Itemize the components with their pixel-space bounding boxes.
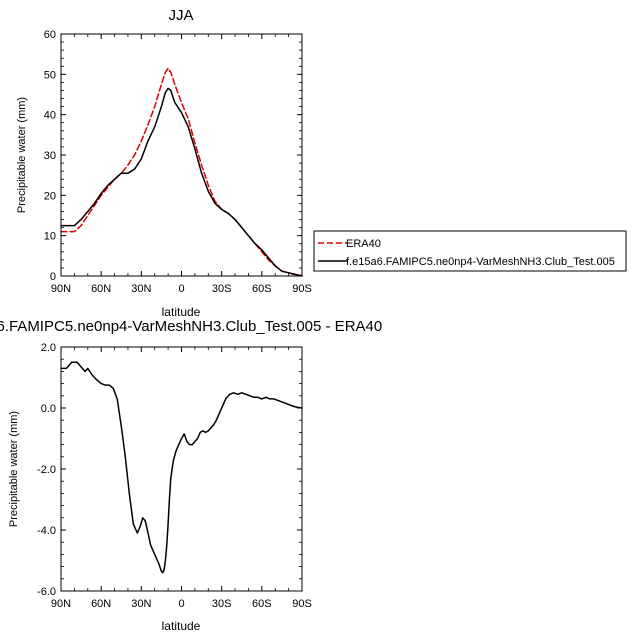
bottom-x-tick-label: 30N (131, 598, 151, 610)
bottom-y-tick-label: -6.0 (37, 586, 56, 598)
top-x-tick-label: 90S (292, 283, 312, 295)
top-x-tick-label: 60N (91, 283, 111, 295)
top-x-axis-label: latitude (162, 305, 201, 319)
bottom-plot-frame (60, 346, 303, 592)
top-plot-frame (60, 33, 303, 277)
top-series-line-0 (60, 67, 303, 277)
bottom-series-lines (60, 361, 303, 574)
top-x-tick-label: 60S (252, 283, 272, 295)
bottom-y-axis-label: Precipitable water (mm) (8, 411, 20, 527)
bottom-chart-panel: 5a6.FAMIPC5.ne0np4-VarMeshNH3.Club_Test.… (0, 318, 382, 633)
bottom-y-tick-label: 2.0 (41, 342, 56, 354)
top-x-tick-label: 30N (131, 283, 151, 295)
legend-label-era40: ERA40 (346, 238, 381, 250)
bottom-x-tick-label: 30S (212, 598, 232, 610)
legend-label-model: f.e15a6.FAMIPC5.ne0np4-VarMeshNH3.Club_T… (346, 256, 615, 268)
top-chart-title: JJA (168, 7, 193, 24)
top-y-tick-label: 40 (44, 110, 56, 122)
top-series-line-1 (60, 87, 303, 277)
bottom-x-tick-label: 60N (91, 598, 111, 610)
top-x-tick-label: 0 (178, 283, 184, 295)
bottom-y-tick-label: 0.0 (41, 403, 56, 415)
legend: ERA40 f.e15a6.FAMIPC5.ne0np4-VarMeshNH3.… (313, 230, 627, 272)
bottom-x-tick-label: 60S (252, 598, 272, 610)
top-chart-panel: JJA Precipitable water (mm) latitude 90N… (16, 7, 312, 319)
top-y-tick-label: 20 (44, 190, 56, 202)
legend-box (313, 230, 627, 272)
bottom-series-line-0 (60, 361, 303, 574)
bottom-y-tick-label: -4.0 (37, 525, 56, 537)
top-y-tick-label: 60 (44, 29, 56, 41)
bottom-y-tick-label: -2.0 (37, 464, 56, 476)
bottom-x-tick-label: 90S (292, 598, 312, 610)
top-y-tick-label: 50 (44, 69, 56, 81)
top-axis-ticks: 90N 60N 30N 0 30S 60S 90S 0 10 20 30 40 50 60 (44, 29, 312, 295)
top-x-tick-label: 90N (51, 283, 71, 295)
bottom-x-tick-label: 0 (178, 598, 184, 610)
bottom-chart-title: 5a6.FAMIPC5.ne0np4-VarMeshNH3.Club_Test.… (0, 318, 382, 335)
top-y-axis-label: Precipitable water (mm) (16, 97, 28, 213)
bottom-axis-ticks: 90N 60N 30N 0 30S 60S 90S 2.0 0.0 -2.0 -4.0 -6.0 (37, 342, 312, 610)
top-series-lines (60, 67, 303, 277)
top-y-tick-label: 10 (44, 231, 56, 243)
top-y-tick-label: 30 (44, 150, 56, 162)
top-x-tick-label: 30S (212, 283, 232, 295)
top-y-tick-label: 0 (50, 271, 56, 283)
bottom-x-axis-label: latitude (162, 619, 201, 633)
bottom-x-tick-label: 90N (51, 598, 71, 610)
